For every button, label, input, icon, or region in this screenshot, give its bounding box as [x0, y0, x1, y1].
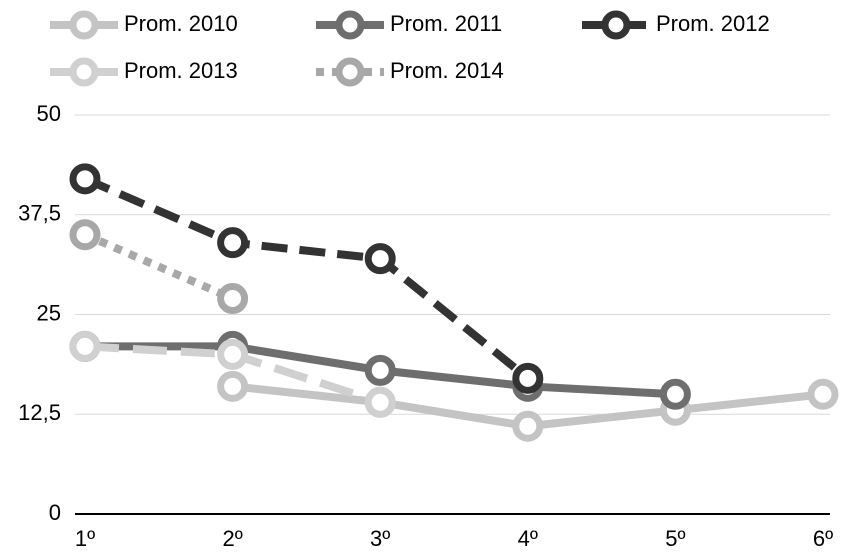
legend-label: Prom. 2012	[656, 11, 770, 36]
y-tick-label: 25	[37, 300, 61, 325]
legend-marker	[69, 10, 99, 40]
x-tick-label: 5º	[665, 526, 685, 551]
marker	[217, 370, 249, 402]
series-line	[83, 231, 235, 303]
marker	[512, 362, 544, 394]
marker	[69, 330, 101, 362]
marker	[69, 219, 101, 251]
y-tick-label: 12,5	[18, 400, 61, 425]
legend-label: Prom. 2011	[390, 11, 502, 36]
marker	[364, 354, 396, 386]
legend-label: Prom. 2013	[124, 58, 238, 83]
marker	[217, 283, 249, 315]
x-tick-label: 6º	[813, 526, 833, 551]
marker	[217, 227, 249, 259]
marker	[512, 410, 544, 442]
x-tick-label: 3º	[370, 526, 390, 551]
x-tick-label: 1º	[75, 526, 95, 551]
series-line	[83, 175, 531, 382]
legend-label: Prom. 2010	[124, 11, 238, 36]
y-tick-label: 37,5	[18, 201, 61, 226]
legend-marker	[69, 57, 99, 87]
legend-marker	[335, 10, 365, 40]
y-tick-label: 0	[49, 500, 61, 525]
y-tick-label: 50	[37, 101, 61, 126]
marker	[364, 243, 396, 275]
marker	[659, 378, 691, 410]
marker	[807, 378, 839, 410]
x-tick-label: 4º	[518, 526, 538, 551]
marker	[217, 338, 249, 370]
x-tick-label: 2º	[222, 526, 242, 551]
legend-marker	[335, 57, 365, 87]
legend-marker	[601, 10, 631, 40]
marker	[69, 163, 101, 195]
marker	[364, 386, 396, 418]
legend-label: Prom. 2014	[390, 58, 504, 83]
